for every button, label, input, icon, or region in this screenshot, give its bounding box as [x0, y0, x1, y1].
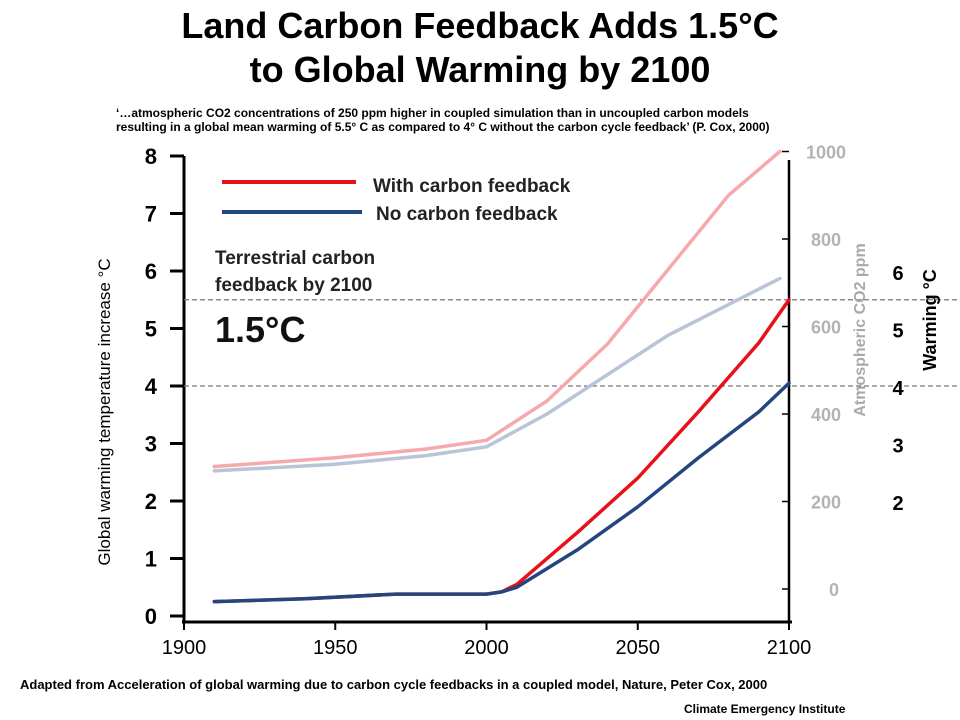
y3-tick-label-4: 4: [892, 378, 904, 400]
annotation-line-2: feedback by 2100: [215, 275, 372, 296]
series-line-temperature-no-carbon-feedback: [212, 381, 791, 604]
x-tick-label-2050: 2050: [616, 637, 661, 659]
x-tick-label-2100: 2100: [767, 637, 812, 659]
credit: Climate Emergency Institute: [684, 702, 846, 716]
y3-tick-label-2: 2: [892, 493, 903, 515]
y3-tick-label-5: 5: [892, 321, 903, 343]
chart-title: Land Carbon Feedback Adds 1.5°C to Globa…: [0, 4, 960, 92]
legend: With carbon feedback No carbon feedback: [222, 176, 571, 225]
annotation-line-1: Terrestrial carbon: [215, 248, 375, 269]
y2-tick-label-200: 200: [811, 493, 841, 513]
legend-label-with-feedback: With carbon feedback: [373, 176, 571, 197]
quote: ‘…atmospheric CO2 concentrations of 250 …: [116, 106, 936, 134]
series-line-co2-no-carbon-feedback: [212, 276, 782, 473]
y-tick-label-6: 6: [145, 259, 157, 284]
y2-tick-label-400: 400: [811, 405, 841, 425]
y2-tick-label-1000: 1000: [806, 143, 846, 163]
x-tick-label-1900: 1900: [162, 637, 207, 659]
title-line-1: Land Carbon Feedback Adds 1.5°C: [181, 5, 779, 46]
legend-label-no-feedback: No carbon feedback: [376, 204, 558, 225]
title-line-2: to Global Warming by 2100: [249, 49, 711, 90]
quote-line-2: resulting in a global mean warming of 5.…: [116, 120, 770, 134]
series-line-co2-with-carbon-feedback: [212, 149, 782, 469]
source-citation: Adapted from Acceleration of global warm…: [20, 677, 768, 692]
y-tick-label-7: 7: [145, 202, 157, 227]
y-tick-label-1: 1: [145, 547, 157, 572]
quote-line-1: ‘…atmospheric CO2 concentrations of 250 …: [116, 106, 749, 120]
annotation-value: 1.5°C: [215, 309, 305, 350]
y-tick-label-5: 5: [145, 317, 157, 342]
y2-axis-label: Atmospheric CO2 ppm: [852, 243, 869, 416]
y3-tick-label-6: 6: [892, 263, 903, 285]
x-tick-label-1950: 1950: [313, 637, 358, 659]
y-tick-label-2: 2: [145, 489, 157, 514]
y-tick-label-8: 8: [145, 144, 157, 169]
y-axis-label: Global warming temperature increase °C: [95, 258, 114, 565]
y2-tick-label-600: 600: [811, 318, 841, 338]
y-tick-label-0: 0: [145, 604, 157, 629]
y3-axis-label: Warming °C: [920, 269, 940, 371]
y-tick-label-3: 3: [145, 432, 157, 457]
y-tick-label-4: 4: [145, 374, 158, 399]
y2-tick-label-0: 0: [829, 580, 839, 600]
y2-tick-label-800: 800: [811, 230, 841, 250]
y3-tick-label-3: 3: [892, 436, 903, 458]
x-tick-label-2000: 2000: [464, 637, 509, 659]
